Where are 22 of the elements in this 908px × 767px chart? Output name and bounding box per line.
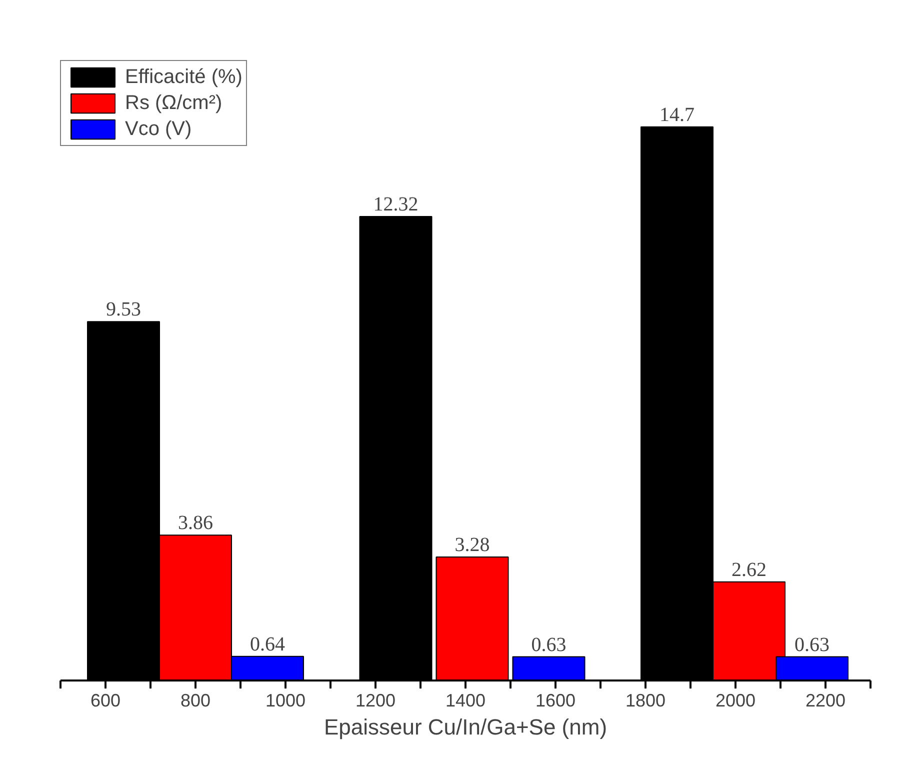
x-tick-label: 800: [180, 690, 211, 710]
data-label: 14.7: [660, 104, 694, 126]
x-tick-label: 1200: [355, 690, 396, 710]
legend-label: Vco (V): [125, 118, 192, 140]
data-label: 0.63: [794, 634, 830, 656]
x-tick-label: 1000: [265, 690, 306, 710]
data-label: 3.28: [454, 534, 490, 556]
data-label: 3.86: [178, 512, 213, 534]
data-label: 0.63: [531, 634, 566, 656]
x-axis-title: Epaisseur Cu/In/Ga+Se (nm): [324, 714, 608, 740]
x-tick-label: 600: [90, 690, 121, 710]
data-label: 0.64: [250, 633, 285, 656]
x-tick-label: 2000: [715, 690, 756, 710]
x-tick-label: 1400: [445, 690, 486, 710]
data-label: 9.53: [106, 298, 141, 321]
x-tick-label: 1600: [535, 690, 576, 710]
legend-label: Efficacité (%): [125, 66, 242, 88]
legend-label: Rs (Ω/cm²): [125, 92, 222, 114]
x-tick-label: 1800: [625, 690, 666, 710]
x-tick-label: 2200: [805, 690, 846, 710]
data-label: 12.32: [373, 194, 418, 216]
data-label: 2.62: [732, 558, 766, 581]
